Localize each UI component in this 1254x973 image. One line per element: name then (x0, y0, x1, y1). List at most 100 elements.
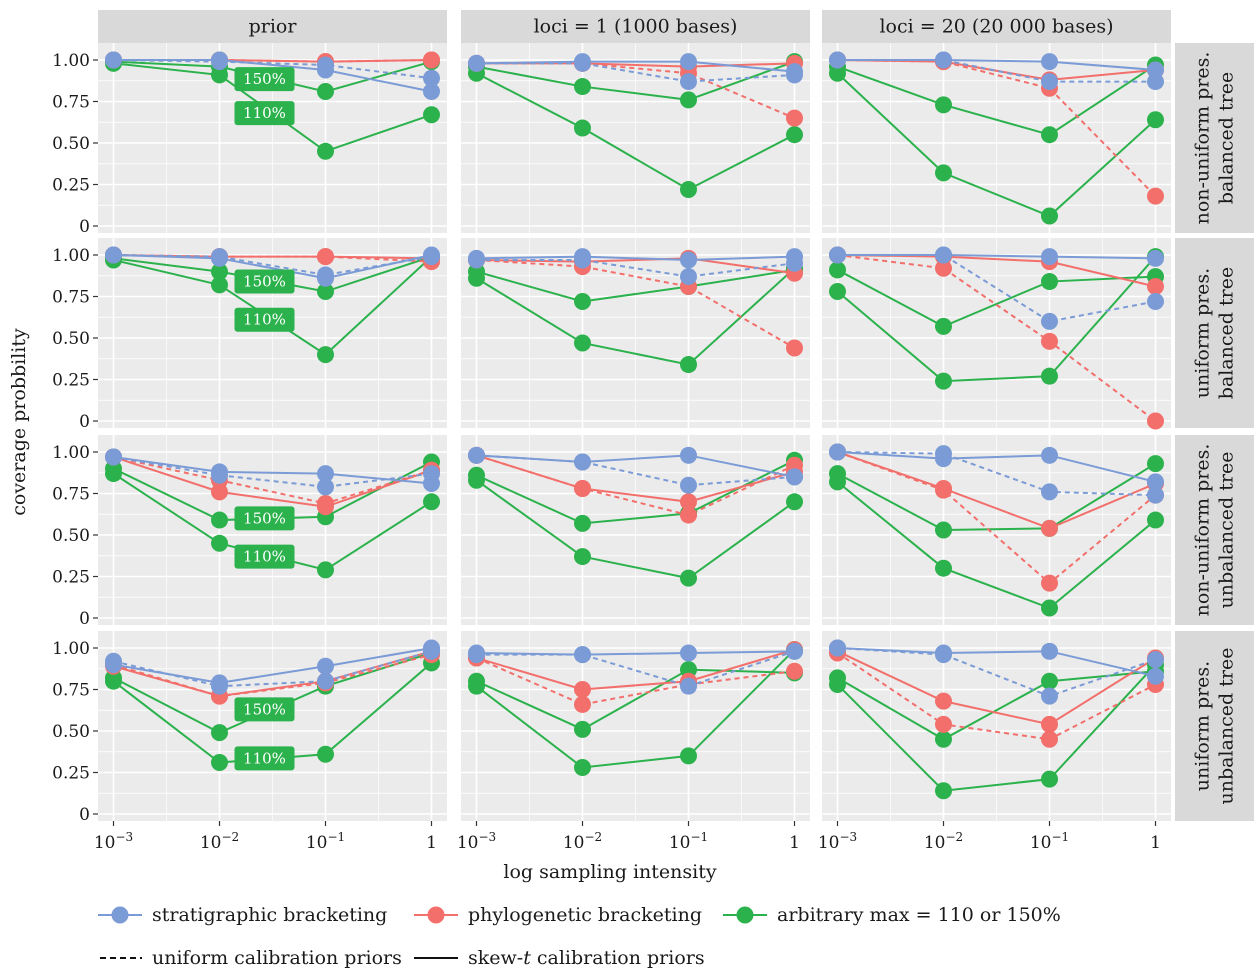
point-strat_u (1147, 486, 1164, 504)
x-tick-label: 10−3 (94, 830, 133, 853)
point-arb110 (1041, 770, 1058, 788)
point-arb150 (935, 96, 952, 114)
tag-arb150-bg (234, 269, 295, 294)
point-arb110 (423, 493, 440, 511)
point-strat_s (786, 642, 803, 660)
point-arb150 (574, 720, 591, 738)
point-strat_u (317, 478, 334, 496)
y-tick-label: 0.50 (52, 134, 90, 154)
strip-right-label: uniform pres. (1192, 268, 1214, 398)
series-line-phylo_u (476, 657, 795, 706)
point-arb110 (1041, 599, 1058, 617)
series-line-arb110 (836, 663, 1157, 792)
tag-arb150-label: 150% (243, 273, 286, 291)
tag-arb110-bg (234, 544, 295, 569)
legend-item-stratigraphic: stratigraphic bracketing (98, 904, 387, 926)
y-tick-label: 1.00 (52, 639, 90, 659)
x-tick-label: 1 (1150, 833, 1161, 853)
point-strat_s (468, 446, 485, 464)
y-tick-label: 0.50 (52, 526, 90, 546)
point-strat_s (786, 63, 803, 81)
point-strat_s (574, 53, 591, 71)
point-phylo_u (574, 695, 591, 713)
point-arb110 (786, 493, 803, 511)
strip-right-label: balanced tree (1216, 267, 1238, 399)
point-strat_u (680, 677, 697, 695)
series-line-phylo_s (113, 456, 432, 508)
point-strat_s (468, 644, 485, 662)
legend-label-uniform: uniform calibration priors (152, 947, 402, 969)
series-line-phylo_u (836, 652, 1156, 741)
point-strat_s (680, 53, 697, 71)
point-phylo_s (211, 483, 228, 501)
y-axis-title: coverage probbility (8, 328, 30, 516)
point-arb110 (317, 346, 334, 364)
point-phylo_u (1041, 574, 1058, 592)
series-line-strat_s (837, 647, 1156, 678)
point-arb150 (680, 661, 697, 679)
point-arb150 (105, 460, 122, 478)
point-strat_s (423, 639, 440, 657)
point-arb110 (935, 559, 952, 577)
y-tick-label: 0.25 (52, 764, 90, 784)
series-line-strat_s (476, 454, 795, 478)
x-tick-label: 10−2 (563, 830, 602, 853)
point-arb110 (935, 372, 952, 390)
point-arb150 (468, 263, 485, 281)
legend-item-uniform: uniform calibration priors (100, 947, 402, 969)
series-line-strat_u (837, 647, 1156, 698)
tag-arb150-bg (234, 506, 295, 531)
point-arb110 (1041, 207, 1058, 225)
y-tick-label: 0.25 (52, 176, 90, 196)
point-strat_s (1147, 61, 1164, 79)
point-phylo_u (786, 339, 803, 357)
point-arb110 (317, 745, 334, 763)
series-line-phylo_s (476, 257, 795, 275)
point-strat_s (786, 468, 803, 486)
point-phylo_s (423, 51, 440, 69)
point-arb150 (1041, 672, 1058, 690)
y-tick-label: 0.25 (52, 371, 90, 391)
point-arb150 (574, 514, 591, 532)
series-line-strat_s (476, 255, 795, 261)
series-line-arb110 (475, 479, 796, 580)
series-line-arb150 (476, 668, 795, 731)
y-tick-label: 0.75 (52, 288, 90, 308)
point-arb110 (423, 106, 440, 124)
point-strat_s (1041, 446, 1058, 464)
tag-arb110-bg (234, 101, 295, 126)
x-axis-title: log sampling intensity (503, 861, 716, 883)
point-strat_s (829, 246, 846, 264)
legend: stratigraphic bracketing phylogenetic br… (98, 904, 1061, 969)
x-tick-label: 10−3 (818, 830, 857, 853)
point-arb110 (211, 754, 228, 772)
point-strat_u (317, 672, 334, 690)
point-strat_s (317, 465, 334, 483)
strip-right-label: non-uniform pres. (1192, 444, 1214, 617)
point-arb150 (1041, 273, 1058, 291)
tag-arb110-bg (234, 746, 295, 771)
point-arb110 (211, 276, 228, 294)
strip-top-bg (461, 10, 810, 43)
series-line-strat_s (837, 59, 1156, 71)
strip-right-label: uniform pres. (1192, 661, 1214, 791)
tag-arb150-label: 150% (243, 509, 286, 527)
strip-top-label: prior (249, 16, 298, 38)
point-arb110 (574, 759, 591, 777)
strip-right-bg (1175, 435, 1254, 625)
point-strat_s (1147, 249, 1164, 267)
x-tick-label: 10−3 (457, 830, 496, 853)
point-strat_s (211, 674, 228, 692)
legend-label-phylogenetic: phylogenetic bracketing (468, 904, 702, 926)
point-strat_u (1147, 651, 1164, 669)
series-line-arb150 (476, 268, 795, 303)
point-strat_s (574, 453, 591, 471)
point-strat_s (468, 54, 485, 72)
series-line-arb150 (836, 670, 1156, 741)
legend-label-stratigraphic: stratigraphic bracketing (152, 904, 387, 926)
series-line-phylo_u (476, 62, 795, 120)
point-arb150 (317, 283, 334, 301)
series-line-arb150 (837, 462, 1157, 532)
point-arb110 (680, 180, 697, 198)
legend-item-skew: skew-t calibration priors (414, 947, 705, 969)
